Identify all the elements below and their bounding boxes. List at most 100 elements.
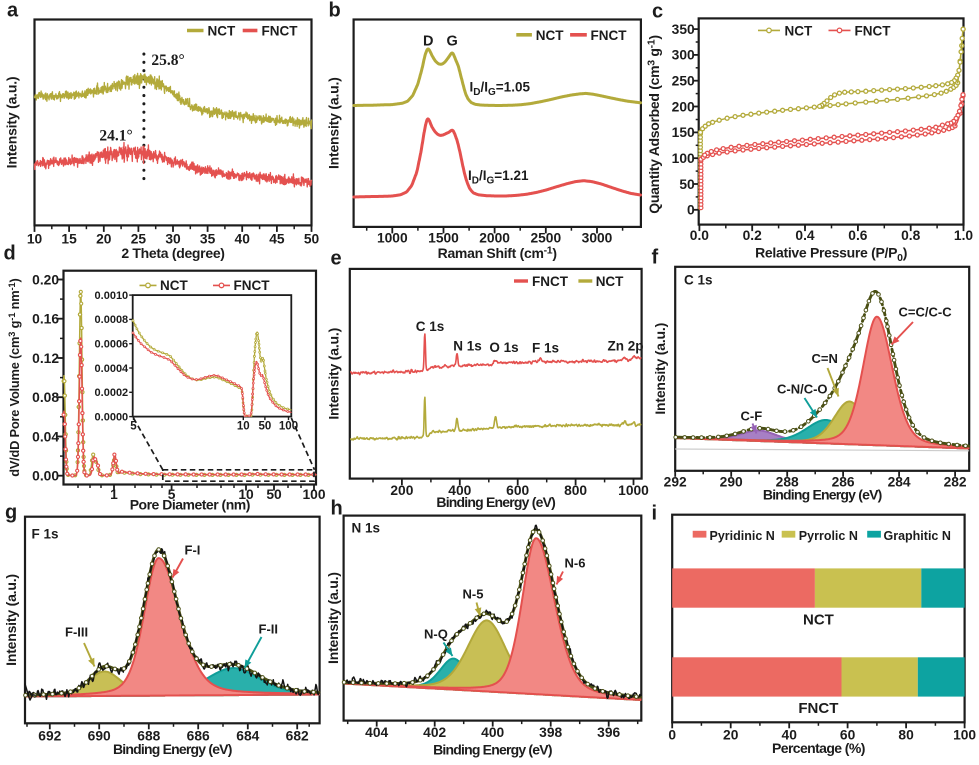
svg-text:688: 688 [137, 728, 160, 743]
svg-text:15: 15 [61, 231, 77, 246]
svg-text:N-5: N-5 [463, 587, 484, 602]
svg-text:N 1s: N 1s [453, 339, 482, 354]
svg-text:F-II: F-II [259, 622, 279, 637]
svg-text:286: 286 [832, 474, 855, 489]
svg-text:C 1s: C 1s [684, 273, 713, 288]
svg-text:1000: 1000 [618, 483, 649, 498]
svg-text:50: 50 [266, 487, 282, 502]
svg-text:dV/dD Pore Volume (cm3 g-1 nm-: dV/dD Pore Volume (cm3 g-1 nm-1) [7, 278, 22, 476]
svg-text:NCT: NCT [596, 274, 624, 289]
svg-text:396: 396 [597, 725, 620, 740]
svg-text:282: 282 [944, 474, 967, 489]
svg-text:684: 684 [236, 728, 259, 743]
svg-text:20: 20 [723, 728, 739, 743]
svg-text:2 Theta (degree): 2 Theta (degree) [121, 245, 224, 261]
svg-text:0.0: 0.0 [690, 228, 710, 243]
svg-text:0.4: 0.4 [795, 228, 815, 243]
svg-text:20: 20 [96, 231, 112, 246]
svg-text:0.0000: 0.0000 [95, 411, 129, 423]
svg-text:600: 600 [506, 483, 529, 498]
svg-text:F 1s: F 1s [532, 341, 559, 356]
svg-text:a: a [7, 0, 19, 22]
svg-text:NCT: NCT [803, 612, 834, 629]
svg-text:O 1s: O 1s [489, 340, 518, 355]
svg-text:Intensity (a.u.): Intensity (a.u.) [325, 572, 341, 664]
svg-text:284: 284 [888, 474, 911, 489]
svg-text:0.6: 0.6 [848, 228, 868, 243]
svg-text:Binding Energy (eV): Binding Energy (eV) [763, 487, 882, 503]
svg-text:404: 404 [365, 725, 388, 740]
svg-text:30: 30 [165, 231, 181, 246]
svg-text:60: 60 [840, 728, 856, 743]
svg-text:b: b [329, 0, 341, 22]
svg-text:FNCT: FNCT [591, 28, 628, 43]
svg-text:D: D [423, 34, 433, 50]
svg-text:Binding Energy (eV): Binding Energy (eV) [113, 741, 232, 757]
svg-text:Pore Diameter (nm): Pore Diameter (nm) [130, 497, 250, 513]
svg-text:NCT: NCT [785, 23, 813, 38]
svg-text:35: 35 [200, 231, 216, 246]
svg-text:25: 25 [131, 231, 147, 246]
svg-text:0.0004: 0.0004 [95, 363, 130, 375]
svg-text:50: 50 [259, 421, 272, 433]
svg-text:0.04: 0.04 [32, 429, 59, 444]
svg-text:100: 100 [279, 421, 298, 433]
svg-text:NCT: NCT [160, 278, 188, 293]
svg-text:0.20: 0.20 [32, 272, 59, 287]
svg-text:C-N/C-O: C-N/C-O [777, 382, 828, 397]
svg-text:N-Q: N-Q [424, 627, 448, 642]
svg-text:C 1s: C 1s [416, 319, 445, 334]
svg-text:Intensity (a.u.): Intensity (a.u.) [326, 328, 342, 420]
svg-text:1500: 1500 [428, 230, 459, 245]
svg-text:5: 5 [168, 487, 176, 502]
svg-text:0.16: 0.16 [32, 312, 59, 327]
svg-text:0.8: 0.8 [901, 228, 921, 243]
svg-text:692: 692 [38, 728, 61, 743]
svg-text:g: g [5, 502, 17, 524]
svg-text:NCT: NCT [536, 28, 564, 43]
svg-text:ID/IG=1.21: ID/IG=1.21 [468, 168, 529, 187]
svg-text:45: 45 [269, 231, 285, 246]
svg-text:0.00: 0.00 [32, 469, 59, 484]
svg-text:690: 690 [88, 728, 111, 743]
svg-text:0.08: 0.08 [32, 390, 59, 405]
svg-text:FNCT: FNCT [855, 23, 892, 38]
svg-text:e: e [331, 248, 342, 270]
svg-text:Intensity (a.u.): Intensity (a.u.) [4, 77, 20, 169]
svg-text:h: h [331, 498, 343, 520]
svg-text:FNCT: FNCT [798, 700, 838, 717]
svg-text:NCT: NCT [208, 23, 236, 38]
svg-text:0.12: 0.12 [32, 351, 59, 366]
svg-text:Binding Energy (eV): Binding Energy (eV) [433, 742, 552, 758]
svg-text:350: 350 [672, 22, 695, 37]
svg-text:d: d [4, 243, 16, 265]
svg-text:1000: 1000 [377, 230, 408, 245]
svg-text:Raman Shift (cm-1): Raman Shift (cm-1) [438, 244, 557, 261]
svg-text:100: 100 [672, 151, 695, 166]
svg-text:Binding Energy (eV): Binding Energy (eV) [436, 494, 555, 510]
svg-text:Intensity (a.u.): Intensity (a.u.) [326, 77, 342, 169]
svg-text:Pyridinic N: Pyridinic N [710, 529, 775, 543]
svg-text:i: i [652, 503, 658, 525]
svg-text:1: 1 [110, 487, 118, 502]
svg-text:Percentage (%): Percentage (%) [772, 740, 865, 756]
svg-text:398: 398 [539, 725, 562, 740]
svg-text:250: 250 [672, 74, 695, 89]
svg-text:Intensity (a.u.): Intensity (a.u.) [3, 574, 19, 666]
svg-text:0.2: 0.2 [743, 228, 763, 243]
svg-text:Relative Pressure (P/P0): Relative Pressure (P/P0) [755, 245, 907, 265]
svg-text:F-III: F-III [65, 625, 88, 640]
svg-text:C=C/C-C: C=C/C-C [899, 305, 953, 320]
svg-text:G: G [447, 34, 458, 50]
svg-text:50: 50 [304, 231, 320, 246]
svg-text:ID/IG=1.05: ID/IG=1.05 [470, 80, 531, 99]
svg-text:10: 10 [27, 231, 43, 246]
svg-text:10: 10 [238, 487, 254, 502]
svg-text:40: 40 [235, 231, 251, 246]
svg-text:300: 300 [672, 48, 695, 63]
svg-text:N-6: N-6 [565, 556, 586, 571]
svg-text:24.1°: 24.1° [99, 128, 132, 145]
svg-text:288: 288 [776, 474, 799, 489]
svg-text:0.0002: 0.0002 [95, 387, 129, 399]
svg-text:2500: 2500 [530, 230, 561, 245]
